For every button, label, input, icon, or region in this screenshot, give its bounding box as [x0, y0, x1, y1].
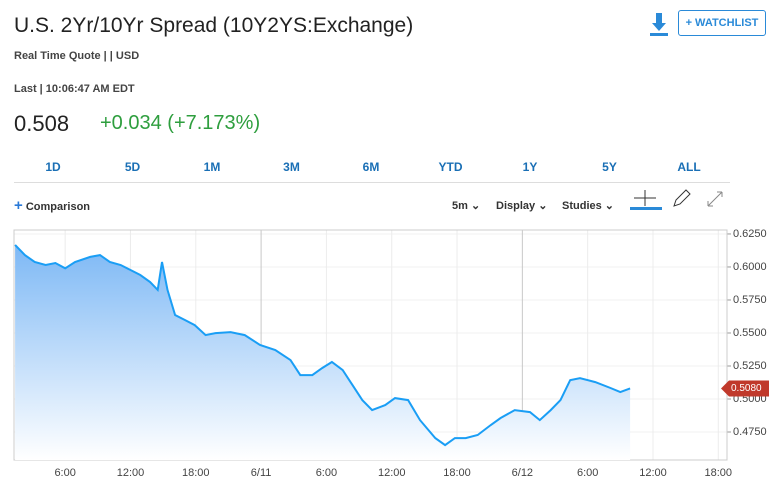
change: +0.034 (+7.173%) [100, 112, 261, 134]
range-tab[interactable]: 1Y [522, 160, 538, 174]
x-tick-label: 18:00 [182, 467, 210, 479]
y-tick-label: 0.6000 [733, 261, 767, 273]
download-icon[interactable] [648, 11, 670, 37]
x-tick-label: 12:00 [639, 467, 667, 479]
x-tick-label: 18:00 [705, 467, 733, 479]
y-tick-label: 0.4750 [733, 426, 767, 438]
range-tab[interactable]: ALL [677, 160, 701, 174]
studies-button[interactable]: Studies ⌄ [562, 200, 615, 212]
line [14, 244, 631, 447]
display-label: Display [496, 200, 536, 212]
range-tab[interactable]: 1D [45, 160, 61, 174]
interval-label: 5m [452, 200, 468, 212]
comparison-label: Comparison [25, 201, 91, 213]
range-tab[interactable]: 1M [203, 160, 221, 174]
x-tick-label: 6/12 [512, 467, 533, 479]
x-tick-label: 18:00 [443, 467, 471, 479]
y-tick-label: 0.6250 [733, 228, 767, 240]
studies-label: Studies [562, 200, 602, 212]
y-tick-label: 0.5500 [733, 327, 767, 339]
y-tick-label: 0.5750 [733, 294, 767, 306]
interval-button[interactable]: 5m ⌄ [452, 200, 481, 212]
x-tick-label: 12:00 [117, 467, 145, 479]
area [15, 244, 631, 460]
price: 0.508 [14, 111, 70, 136]
price-tag-label: 0.5080 [731, 383, 762, 394]
x-tick-label: 6:00 [316, 467, 337, 479]
range-tab[interactable]: 6M [362, 160, 380, 174]
watchlist-button[interactable]: + WATCHLIST [678, 10, 766, 36]
last-label: Last | 10:06:47 AM EDT [14, 83, 135, 95]
range-tab[interactable]: 3M [283, 160, 300, 174]
range-tab[interactable]: YTD [438, 160, 463, 174]
comparison-button[interactable]: + Comparison [14, 197, 91, 214]
divider [14, 182, 730, 183]
y-tick-label: 0.5250 [733, 360, 767, 372]
x-tick-label: 6/11 [251, 467, 272, 479]
x-tick-label: 6:00 [54, 467, 75, 479]
tool-icons [630, 189, 723, 210]
range-tab[interactable]: 5D [124, 160, 141, 174]
display-button[interactable]: Display ⌄ [496, 200, 548, 212]
subtitle: Real Time Quote | | USD [14, 50, 140, 62]
range-tab[interactable]: 5Y [602, 160, 617, 174]
title: U.S. 2Yr/10Yr Spread (10Y2YS:Exchange) [14, 14, 414, 37]
x-tick-label: 12:00 [378, 467, 406, 479]
price-tag [721, 380, 769, 397]
x-tick-label: 6:00 [577, 467, 598, 479]
